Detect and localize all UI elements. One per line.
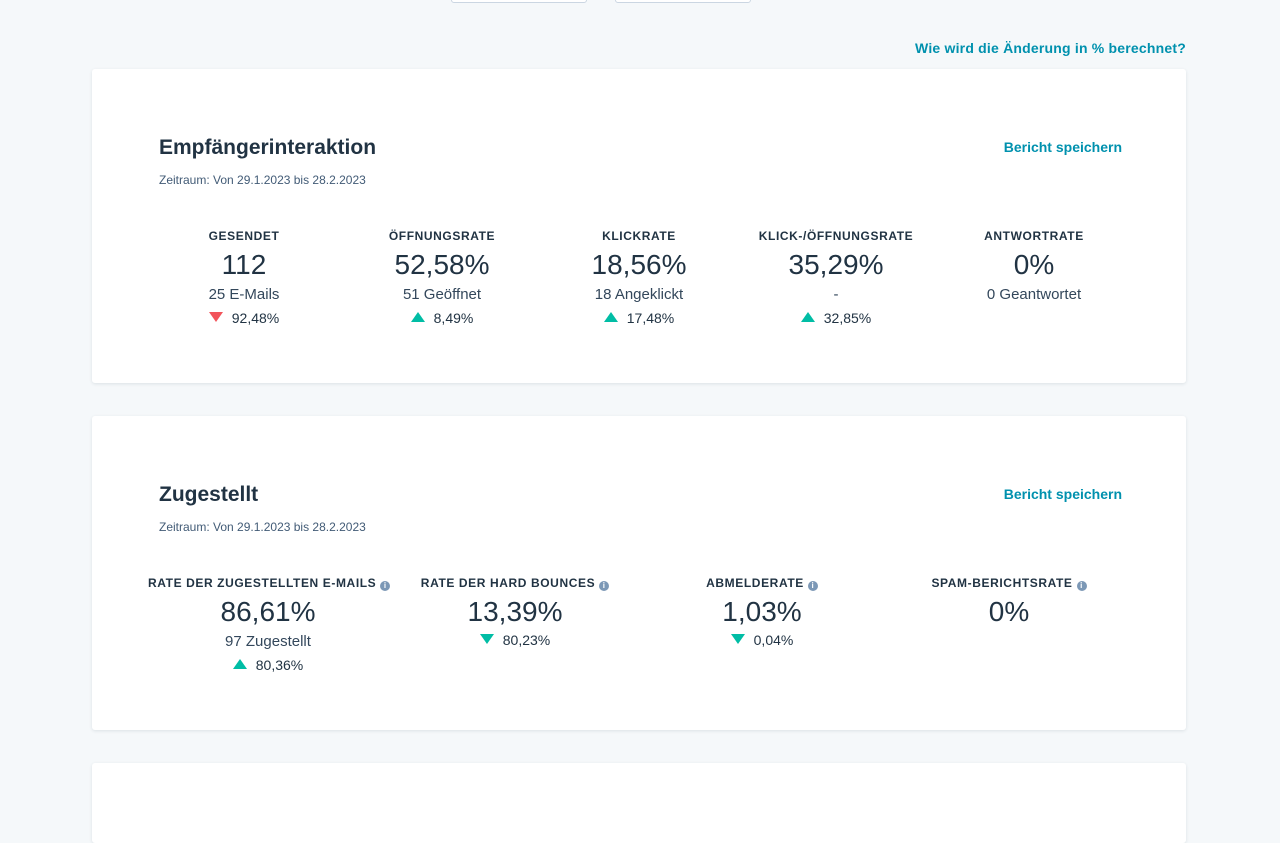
metric-unsubscribe-rate: ABMELDERATE i 1,03% 0,04% — [642, 575, 882, 649]
trend-down-icon — [479, 634, 494, 644]
metric-value: 13,39% — [467, 596, 563, 627]
metric-label: ÖFFNUNGSRATE — [388, 229, 496, 243]
metric-change: 17,48% — [519, 309, 759, 327]
metric-label: KLICKRATE — [602, 229, 676, 243]
card-title: Zugestellt — [159, 483, 259, 506]
date-range: Zeitraum: Von 29.1.2023 bis 28.2.2023 — [159, 520, 366, 534]
metric-sub: 0 Geantwortet — [986, 286, 1082, 303]
metric-label: SPAM-BERICHTSRATE i — [889, 575, 1129, 591]
metric-sub: 25 E-Mails — [208, 286, 280, 303]
metric-change: 80,36% — [148, 656, 388, 674]
trend-up-icon — [232, 659, 247, 669]
metric-sub: 97 Zugestellt — [225, 633, 311, 650]
trend-down-icon — [208, 312, 223, 322]
metric-value: 1,03% — [722, 596, 802, 627]
trend-up-icon — [800, 312, 815, 322]
percent-change-help-link[interactable]: Wie wird die Änderung in % berechnet? — [915, 40, 1186, 56]
metric-value: 35,29% — [788, 249, 884, 280]
metric-change: 92,48% — [124, 309, 364, 327]
metric-label: ABMELDERATE i — [642, 575, 882, 591]
date-range: Zeitraum: Von 29.1.2023 bis 28.2.2023 — [159, 173, 366, 187]
metric-value: 86,61% — [220, 596, 316, 627]
save-report-button[interactable]: Bericht speichern — [1003, 486, 1122, 502]
metric-delivered-rate: RATE DER ZUGESTELLTEN E-MAILS i 86,61% 97… — [148, 575, 391, 674]
metric-change: 8,49% — [322, 309, 562, 327]
card-title: Empfängerinteraktion — [159, 136, 377, 159]
next-card — [92, 763, 1186, 843]
trend-up-icon — [410, 312, 425, 322]
metric-sub: 18 Angeklickt — [594, 286, 684, 303]
metric-label: RATE DER ZUGESTELLTEN E-MAILS i — [148, 575, 391, 591]
metric-label: KLICK-/ÖFFNUNGSRATE — [758, 229, 914, 243]
metric-value: 112 — [221, 249, 267, 280]
metric-label: RATE DER HARD BOUNCES i — [395, 575, 635, 591]
info-icon[interactable]: i — [1076, 581, 1087, 591]
metric-value: 52,58% — [394, 249, 490, 280]
metric-value: 0% — [1013, 249, 1055, 280]
metric-hard-bounce-rate: RATE DER HARD BOUNCES i 13,39% 80,23% — [395, 575, 635, 649]
metric-click-rate: KLICKRATE 18,56% 18 Angeklickt 17,48% — [519, 228, 759, 327]
metric-change: 80,23% — [395, 631, 635, 649]
engagement-card: Empfängerinteraktion Zeitraum: Von 29.1.… — [92, 69, 1186, 383]
metric-value: 18,56% — [591, 249, 687, 280]
top-tab-right[interactable] — [615, 0, 751, 3]
metric-label: ANTWORTRATE — [984, 229, 1084, 243]
save-report-button[interactable]: Bericht speichern — [1003, 139, 1122, 155]
delivered-card: Zugestellt Zeitraum: Von 29.1.2023 bis 2… — [92, 416, 1186, 730]
metric-label: GESENDET — [208, 229, 280, 243]
metric-change: 32,85% — [716, 309, 956, 327]
metric-sub: 51 Geöffnet — [402, 286, 482, 303]
top-tab-left[interactable] — [451, 0, 587, 3]
trend-up-icon — [603, 312, 618, 322]
metric-open-rate: ÖFFNUNGSRATE 52,58% 51 Geöffnet 8,49% — [322, 228, 562, 327]
metric-sub: - — [833, 286, 839, 303]
metric-spam-rate: SPAM-BERICHTSRATE i 0% — [889, 575, 1129, 629]
info-icon[interactable]: i — [380, 581, 391, 591]
info-icon[interactable]: i — [807, 581, 818, 591]
metric-sent: GESENDET 112 25 E-Mails 92,48% — [124, 228, 364, 327]
metric-change: 0,04% — [642, 631, 882, 649]
info-icon[interactable]: i — [599, 581, 610, 591]
trend-down-icon — [730, 634, 745, 644]
metric-click-open-rate: KLICK-/ÖFFNUNGSRATE 35,29% - 32,85% — [716, 228, 956, 327]
metric-reply-rate: ANTWORTRATE 0% 0 Geantwortet — [914, 228, 1154, 305]
metric-value: 0% — [988, 596, 1030, 627]
